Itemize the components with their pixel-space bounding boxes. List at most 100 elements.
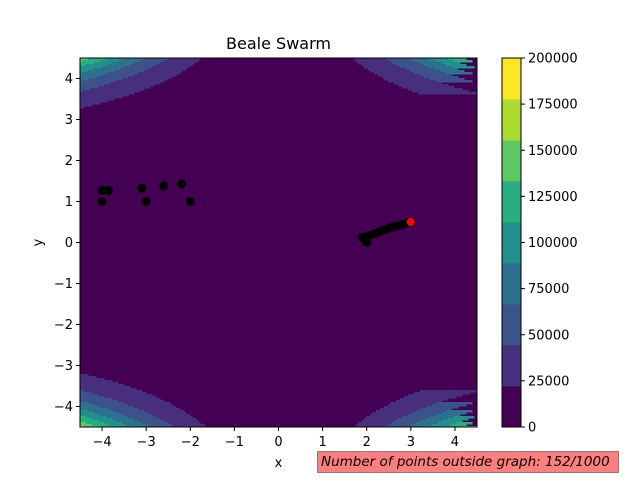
contour-band (152, 66, 189, 69)
contour-band (110, 82, 161, 85)
contour-band (394, 420, 421, 423)
contour-band (434, 68, 459, 71)
contour-band (446, 410, 473, 413)
x-tick-label: −1 (225, 435, 244, 450)
x-tick-label: 4 (451, 435, 459, 450)
contour-band (390, 402, 437, 405)
contour-band (140, 60, 165, 63)
contour-band (384, 406, 427, 409)
contour-band (82, 72, 109, 75)
contour-band (414, 392, 471, 395)
contour-band (94, 412, 119, 415)
contour-band (80, 378, 105, 381)
contour-band (98, 394, 153, 397)
swarm-point (97, 185, 107, 195)
contour-band (124, 58, 145, 61)
contour-band (138, 408, 181, 411)
contour-band (80, 68, 95, 71)
contour-band (408, 394, 463, 397)
contour-band (80, 76, 97, 79)
contour-band (418, 92, 477, 95)
contour-band (88, 410, 113, 413)
points-outside-text: Number of points outside graph: 152/1000 (321, 454, 610, 470)
contour-band (80, 62, 95, 65)
contour-band (118, 412, 149, 415)
contour-band (86, 64, 109, 67)
y-axis-ticks: −4 −3 −2 −1 0 1 2 3 4 (54, 72, 80, 415)
contour-band (80, 390, 85, 393)
x-tick-label: −3 (137, 435, 156, 450)
contour-band (80, 412, 95, 415)
contour-band (370, 414, 409, 417)
colorbar-band (502, 304, 521, 346)
contour-band (440, 70, 465, 73)
colorbar-band (502, 222, 521, 264)
contour-band (104, 396, 157, 399)
x-tick-label: 1 (318, 435, 326, 450)
contour-band (388, 404, 433, 407)
contour-band (430, 416, 455, 419)
contour-band (100, 60, 119, 63)
contour-band (412, 412, 443, 415)
contour-band (84, 390, 143, 393)
contour-band (80, 64, 87, 67)
contour-band (416, 410, 447, 413)
contour-band (134, 62, 161, 65)
points-outside-status: Number of points outside graph: 152/1000 (317, 451, 619, 473)
contour-band (96, 76, 129, 79)
contour-band (124, 414, 153, 417)
contour-band (80, 70, 89, 73)
contour-band (172, 424, 205, 427)
contour-band (356, 424, 389, 427)
contour-band (108, 424, 127, 427)
contour-band (148, 424, 173, 427)
swarm-point (104, 185, 114, 195)
contour-band (414, 60, 437, 63)
contour-band (390, 60, 415, 63)
contour-band (80, 94, 129, 97)
contour-band (80, 420, 99, 423)
contour-band (88, 70, 115, 73)
contour-band (108, 72, 139, 75)
colorbar-tick-label: 50000 (528, 328, 569, 343)
contour-band (80, 92, 135, 95)
contour-band (80, 404, 95, 407)
contour-band (412, 90, 469, 93)
contour-band (80, 74, 103, 77)
contour-band (156, 64, 193, 67)
contour-band (438, 422, 457, 425)
y-tick-label: 2 (65, 154, 73, 169)
contour-band (90, 88, 145, 91)
contour-band (446, 72, 473, 75)
best-point (405, 217, 416, 227)
contour-band (80, 414, 101, 417)
contour-band (372, 412, 413, 415)
contour-band (114, 70, 145, 73)
contour-band (88, 402, 125, 405)
contour-band (80, 78, 89, 81)
contour-band (362, 64, 397, 67)
contour-band (120, 68, 149, 71)
contour-band (142, 422, 169, 425)
contour-band (134, 406, 177, 409)
contour-band (426, 418, 449, 421)
contour-band (80, 398, 113, 401)
contour-band (442, 62, 461, 65)
contour-band (168, 422, 201, 425)
contour-band (408, 414, 437, 417)
colorbar: 0 25000 50000 75000 100000 125000 150000 175000… (501, 52, 578, 436)
contour-band (416, 422, 439, 425)
x-tick-label: 3 (407, 435, 415, 450)
colorbar-tick-label: 100000 (528, 236, 578, 251)
contour-band (452, 66, 475, 69)
contour-band (86, 422, 105, 425)
contour-band (138, 72, 181, 75)
contour-band (80, 380, 113, 383)
contour-band (366, 416, 403, 419)
x-axis-label: x (275, 456, 283, 471)
contour-band (420, 74, 453, 77)
contour-band (424, 64, 447, 67)
contour-band (112, 398, 161, 401)
contour-band (80, 424, 93, 427)
